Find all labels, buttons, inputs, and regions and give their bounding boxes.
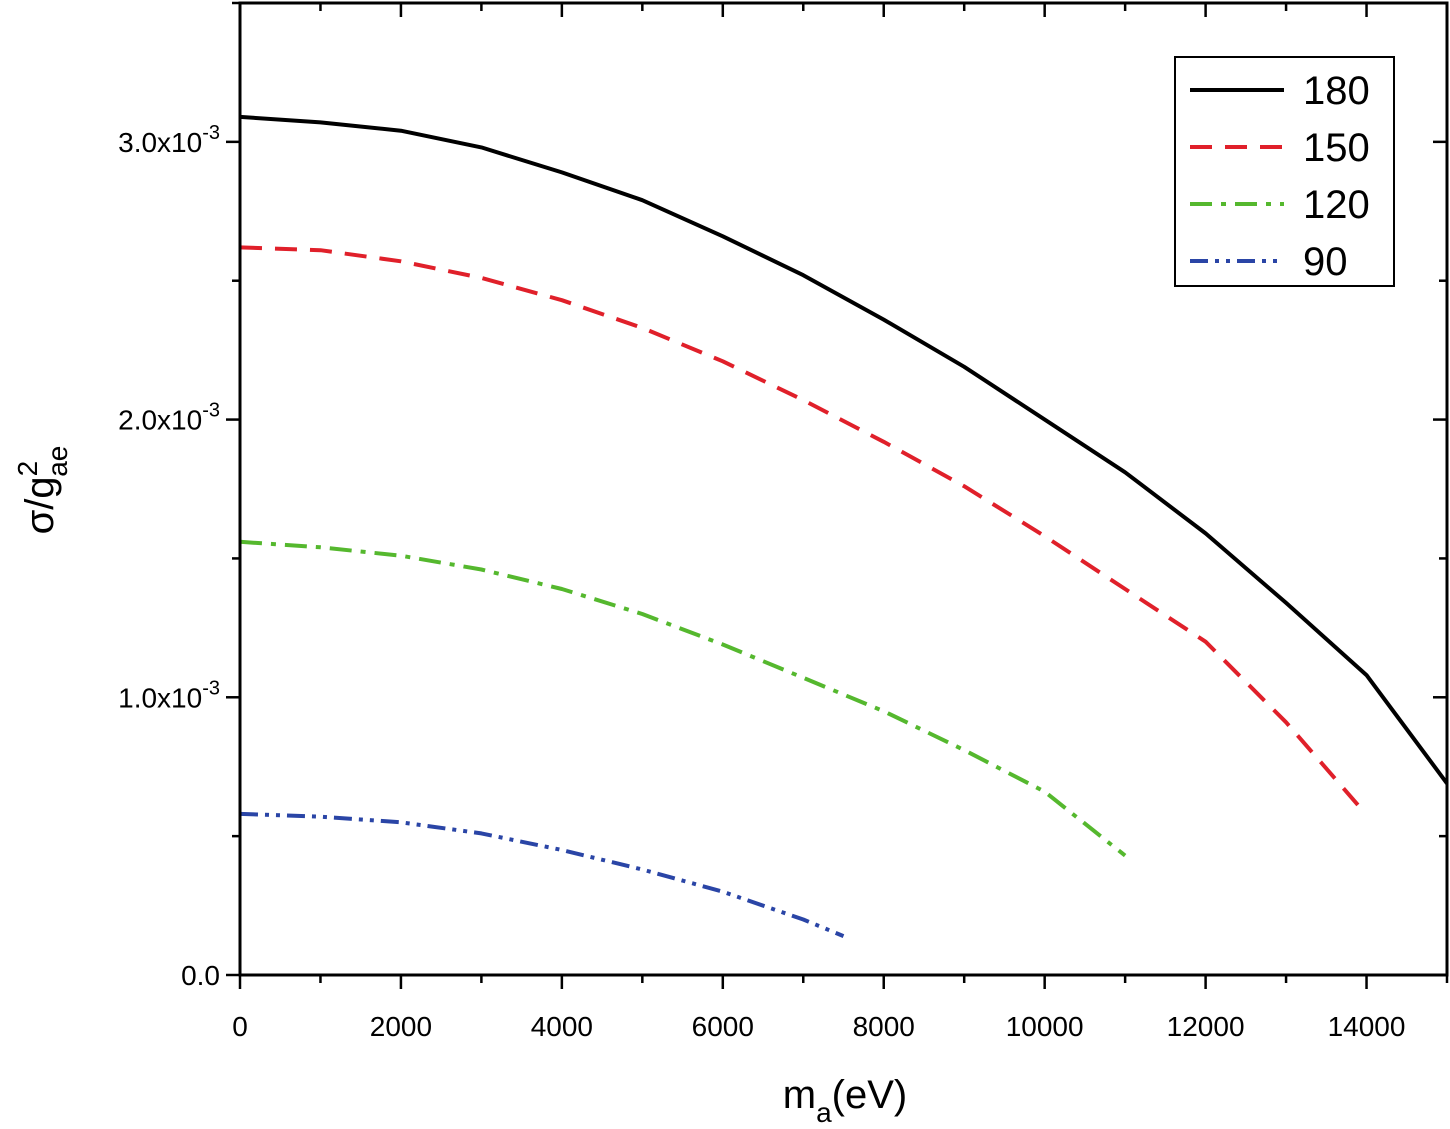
legend-box	[1174, 56, 1395, 287]
y-tick-label: 3.0x10-3	[118, 122, 220, 158]
x-tick-label: 8000	[853, 1011, 915, 1042]
series-lines	[239, 114, 1449, 938]
y-axis-title-main: σ/g	[18, 476, 62, 534]
legend-label-180: 180	[1303, 69, 1370, 113]
y-tick-labels: 0.0 1.0x10-3 2.0x10-3 3.0x10-3	[118, 122, 220, 991]
legend: 180 150 120 90	[1174, 56, 1395, 287]
legend-label-90: 90	[1303, 240, 1348, 284]
x-tick-label: 14000	[1328, 1011, 1406, 1042]
x-axis-title-rest: (eV)	[832, 1073, 908, 1117]
x-axis-title: ma(eV)	[783, 1073, 907, 1128]
plot-frame	[238, 1, 1449, 977]
y-axis-title-sub: ae	[42, 446, 73, 477]
legend-label-120: 120	[1303, 183, 1370, 227]
x-tick-label: 4000	[531, 1011, 593, 1042]
x-tick-label: 6000	[692, 1011, 754, 1042]
series-line-180	[239, 114, 1449, 785]
x-tick-label: 10000	[1006, 1011, 1084, 1042]
y-tick-label: 1.0x10-3	[118, 677, 220, 713]
x-axis-title-sub: a	[816, 1097, 832, 1128]
series-line-120	[239, 539, 1127, 858]
y-tick-label: 2.0x10-3	[118, 400, 220, 436]
x-tick-label: 0	[232, 1011, 248, 1042]
series-line-150	[239, 245, 1361, 807]
legend-label-150: 150	[1303, 126, 1370, 170]
x-tick-label: 12000	[1167, 1011, 1245, 1042]
y-tick-label: 0.0	[181, 960, 220, 991]
y-axis-title-sup: 2	[12, 461, 43, 477]
x-tick-labels: 0 2000 4000 6000 8000 10000 12000 14000	[232, 1011, 1405, 1042]
series-line-90	[239, 811, 845, 938]
x-tick-label: 2000	[370, 1011, 432, 1042]
y-axis-title: σ/g2ae	[12, 446, 73, 535]
x-axis-title-main: m	[783, 1073, 816, 1117]
